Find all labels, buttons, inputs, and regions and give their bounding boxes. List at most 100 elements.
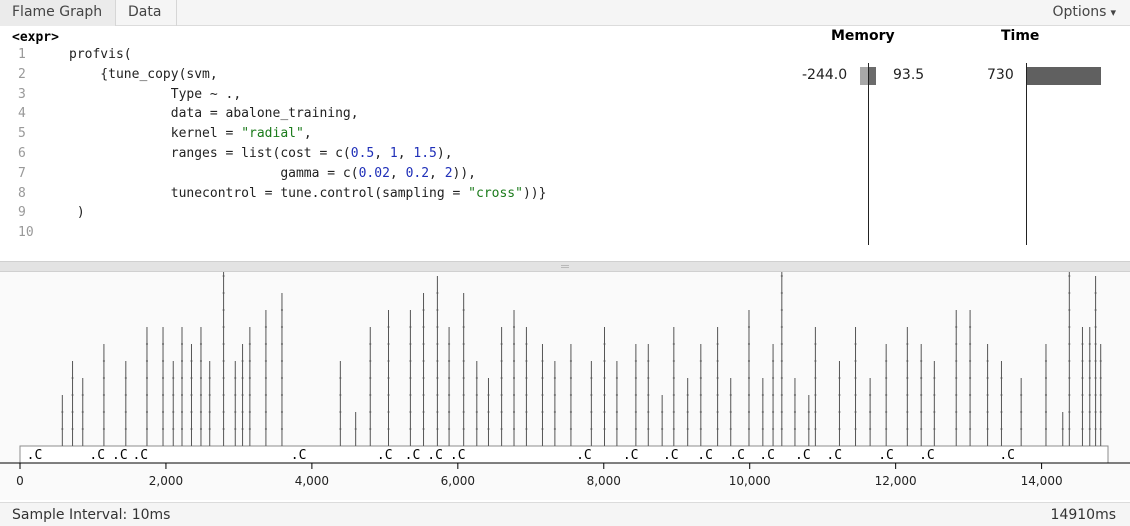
code-token: , [429, 165, 445, 181]
flame-block [756, 447, 768, 462]
code-token: ) [69, 205, 85, 221]
flame-block-label: .C [999, 448, 1015, 463]
flame-block [86, 447, 100, 462]
code-line[interactable]: 3 Type ~ ., [0, 85, 760, 105]
options-menu-button[interactable]: Options ▾ [1052, 0, 1116, 26]
time-column-header: Time [1001, 28, 1040, 44]
line-number: 3 [18, 86, 26, 102]
flame-graph-panel[interactable]: .C .C .C .C .C .C .C .C .C .C .C .C .C .C .C .C .C .C .C .C… [0, 272, 1130, 500]
code-token: {tune_copy(svm, [69, 66, 218, 82]
splitter-grip-icon [561, 265, 569, 266]
code-line[interactable]: 9 ) [0, 203, 760, 223]
flame-block-label: .C [878, 448, 894, 463]
code-token: , [389, 165, 406, 181]
flame-block-label: .C [919, 448, 935, 463]
status-bar: Sample Interval: 10ms 14910ms [0, 502, 1130, 526]
code-token: profvis( [69, 47, 132, 62]
flame-block [446, 447, 461, 462]
tab-bar: Flame Graph Data Options ▾ [0, 0, 1130, 26]
line-source: profvis( [69, 45, 132, 65]
code-token: , [397, 146, 414, 161]
total-time-label: 14910ms [1050, 507, 1116, 523]
time-bar [1027, 67, 1101, 85]
code-line[interactable]: 1 profvis( [0, 45, 760, 65]
x-axis-tick-label: 10,000 [729, 474, 771, 488]
line-number: 8 [18, 185, 26, 201]
line-number: 5 [18, 126, 26, 142]
code-token: ))} [522, 185, 547, 201]
line-source: Type ~ ., [69, 85, 241, 105]
line-number: 6 [18, 146, 26, 161]
number-token: 0.5 [350, 146, 375, 161]
flame-block [401, 447, 414, 462]
flame-block-label: .C [405, 448, 421, 463]
code-token: tunecontrol = tune.control(sampling = [69, 185, 469, 201]
line-source: ranges = list(cost = c(0.5, 1, 1.5), [69, 144, 453, 164]
flame-block-label: .C [795, 448, 811, 463]
pane-splitter[interactable] [0, 261, 1130, 272]
string-token: "cross" [468, 185, 523, 201]
code-line[interactable]: 10 [0, 223, 760, 243]
flame-block [792, 447, 806, 462]
time-zero-line [1026, 63, 1027, 245]
root-frame [19, 445, 1109, 464]
time-value: 730 [987, 67, 1014, 83]
code-token: , [374, 146, 390, 161]
line-number: 9 [18, 205, 26, 221]
flame-block [109, 447, 121, 462]
flame-graph-svg[interactable]: .C .C .C .C .C .C .C .C .C .C .C .C .C .C .C .C .C .C .C .C… [0, 272, 1130, 500]
flame-block-label: .C [729, 448, 745, 463]
flame-block-label: .C [427, 448, 443, 463]
x-axis-tick-label: 12,000 [875, 474, 917, 488]
line-number: 4 [18, 106, 26, 122]
flame-block [619, 447, 635, 462]
line-number: 1 [18, 47, 26, 62]
code-token: ), [436, 146, 453, 161]
tab-flame-graph[interactable]: Flame Graph [0, 0, 116, 26]
number-token: 1 [389, 146, 398, 161]
code-line[interactable]: 2 {tune_copy(svm, [0, 65, 760, 85]
memory-dealloc-value: -244.0 [802, 67, 848, 83]
code-line[interactable]: 8 tunecontrol = tune.control(sampling = … [0, 184, 760, 204]
flame-block [916, 447, 930, 462]
flame-block [373, 447, 389, 462]
line-source: ) [69, 203, 85, 223]
tab-data[interactable]: Data [116, 0, 177, 26]
code-token: data = abalone_training, [69, 106, 359, 122]
code-token: , [303, 126, 312, 142]
flame-block [287, 447, 301, 462]
code-token: kernel = [69, 126, 242, 142]
flame-block [129, 447, 140, 462]
code-line[interactable]: 5 kernel = "radial", [0, 124, 760, 144]
line-number: 7 [18, 165, 26, 181]
number-token: 2 [444, 165, 453, 181]
code-token: ranges = list(cost = c( [69, 146, 351, 161]
code-line[interactable]: 6 ranges = list(cost = c(0.5, 1, 1.5), [0, 144, 760, 164]
code-line[interactable]: 7 gamma = c(0.02, 0.2, 2)), [0, 164, 760, 184]
line-number: 10 [18, 225, 34, 241]
x-axis-tick-label: 4,000 [295, 474, 329, 488]
number-token: 0.2 [405, 165, 430, 181]
sample-interval-label: Sample Interval: 10ms [12, 507, 171, 523]
memory-dealloc-bar [860, 67, 868, 85]
line-source: {tune_copy(svm, [69, 65, 218, 85]
flame-block [424, 447, 438, 462]
flame-block [823, 447, 837, 462]
code-token: )), [452, 165, 477, 181]
flame-block [726, 447, 741, 462]
options-label: Options [1052, 4, 1107, 20]
x-axis-tick-label: 0 [16, 474, 24, 488]
line-source: gamma = c(0.02, 0.2, 2)), [69, 164, 476, 184]
x-axis-tick-label: 6,000 [441, 474, 475, 488]
code-line[interactable]: 4 data = abalone_training, [0, 104, 760, 124]
flame-block [996, 447, 1010, 462]
memory-column-header: Memory [831, 28, 895, 44]
line-source: data = abalone_training, [69, 104, 359, 124]
flame-block [659, 447, 676, 462]
string-token: "radial" [241, 126, 304, 142]
flame-block [23, 447, 35, 462]
line-number: 2 [18, 66, 26, 82]
flame-block-label: .C [450, 448, 466, 463]
flame-block-label: .C [89, 448, 105, 463]
flame-block-label: .C [377, 448, 393, 463]
